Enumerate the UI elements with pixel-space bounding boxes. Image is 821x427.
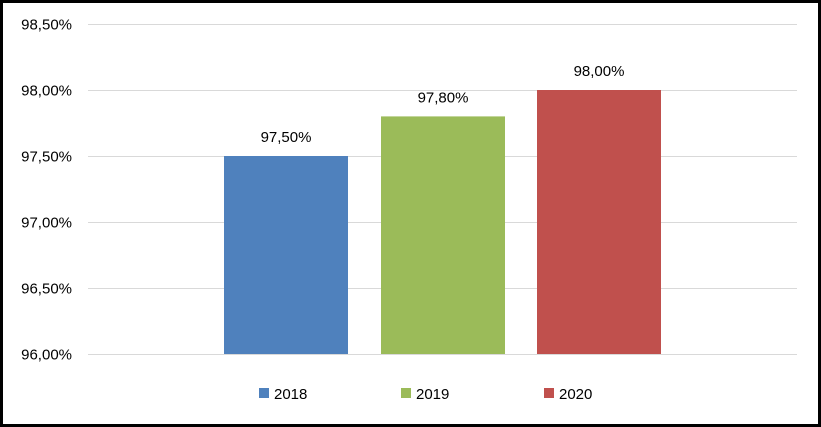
y-tick-label: 97,50%: [21, 149, 72, 166]
bar-2020: [537, 90, 661, 354]
y-axis-tick-labels: 96,00% 96,50% 97,00% 97,50% 98,00% 98,50%: [21, 17, 72, 364]
gridlines: [88, 24, 797, 355]
y-tick-label: 96,50%: [21, 281, 72, 298]
legend-swatch-2020: [544, 388, 554, 398]
legend-swatch-2018: [259, 388, 269, 398]
data-label-2020: 98,00%: [574, 63, 625, 80]
y-tick-label: 96,00%: [21, 347, 72, 364]
y-tick-label: 97,00%: [21, 215, 72, 232]
legend-label-2018: 2018: [274, 386, 307, 403]
legend-label-2019: 2019: [416, 386, 449, 403]
data-labels: 97,50% 97,80% 98,00%: [261, 63, 625, 146]
data-label-2018: 97,50%: [261, 129, 312, 146]
data-label-2019: 97,80%: [418, 89, 469, 106]
bars: [224, 90, 661, 355]
y-tick-label: 98,00%: [21, 83, 72, 100]
legend-label-2020: 2020: [559, 386, 592, 403]
bar-2018: [224, 156, 348, 354]
legend: 2018 2019 2020: [259, 386, 592, 403]
bar-2019: [381, 116, 505, 355]
legend-swatch-2019: [401, 388, 411, 398]
y-tick-label: 98,50%: [21, 17, 72, 34]
